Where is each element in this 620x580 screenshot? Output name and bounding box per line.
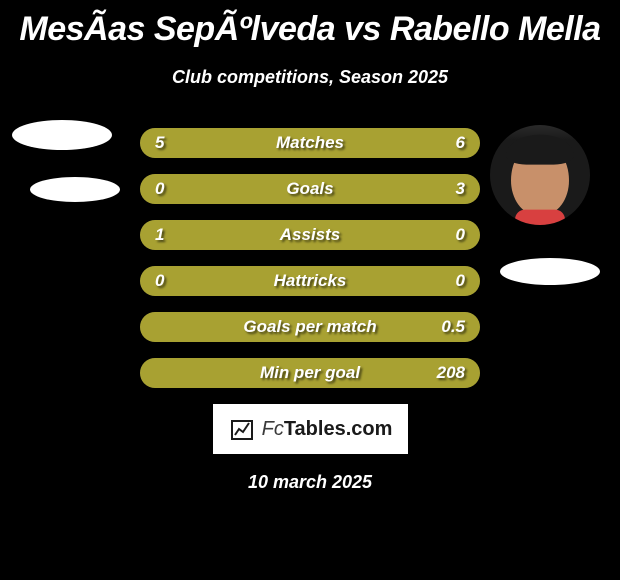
bar-right	[201, 174, 480, 204]
stat-value-right: 0	[456, 271, 465, 291]
stat-value-left: 0	[155, 179, 164, 199]
stat-row: 0 Hattricks 0	[140, 266, 480, 296]
stat-row: 0 Goals 3	[140, 174, 480, 204]
stat-label: Min per goal	[260, 363, 360, 383]
stat-value-right: 3	[456, 179, 465, 199]
left-badge-bottom	[30, 177, 120, 202]
stat-value-left: 0	[155, 271, 164, 291]
player-right-avatar	[490, 125, 590, 225]
stats-panel: 5 Matches 6 0 Goals 3 1 Assists 0 0 Hattricks 0 Goal…	[140, 128, 480, 388]
left-badge-top	[12, 120, 112, 150]
main-container: MesÃas SepÃºlveda vs Rabello Mella Club …	[0, 0, 620, 493]
logo-text: FcTables.com	[262, 418, 393, 441]
date-label: 10 march 2025	[0, 472, 620, 493]
page-title: MesÃas SepÃºlveda vs Rabello Mella	[0, 10, 620, 49]
bar-left	[140, 220, 412, 250]
bar-right	[412, 220, 480, 250]
subtitle: Club competitions, Season 2025	[0, 67, 620, 88]
stat-label: Hattricks	[274, 271, 347, 291]
footer-logo[interactable]: FcTables.com	[213, 404, 408, 454]
stat-row: Goals per match 0.5	[140, 312, 480, 342]
stat-value-right: 208	[437, 363, 465, 383]
stat-value-right: 0.5	[441, 317, 465, 337]
stat-row: 5 Matches 6	[140, 128, 480, 158]
stat-value-left: 5	[155, 133, 164, 153]
stat-label: Goals	[286, 179, 333, 199]
stat-label: Goals per match	[243, 317, 376, 337]
logo-icon	[228, 415, 256, 443]
stat-value-left: 1	[155, 225, 164, 245]
stat-row: 1 Assists 0	[140, 220, 480, 250]
stat-row: Min per goal 208	[140, 358, 480, 388]
stat-label: Assists	[280, 225, 340, 245]
stat-label: Matches	[276, 133, 344, 153]
stat-value-right: 6	[456, 133, 465, 153]
bar-left	[140, 174, 201, 204]
stat-value-right: 0	[456, 225, 465, 245]
right-badge	[500, 258, 600, 285]
